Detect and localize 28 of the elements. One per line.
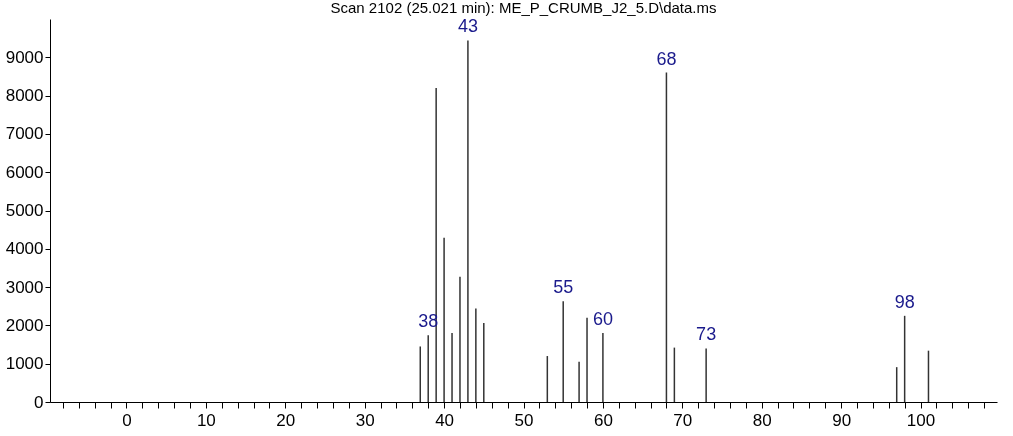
chart-title: Scan 2102 (25.021 min): ME_P_CRUMB_J2_5.D\data.ms <box>330 0 717 17</box>
annotation: 60 <box>592 309 613 330</box>
x-tick-label: 80 <box>752 410 772 430</box>
x-tick-label: 10 <box>196 410 216 430</box>
x-tick-label: 40 <box>435 410 455 430</box>
x-tick-label: 20 <box>276 410 296 430</box>
y-tick-label: 3000 <box>5 277 44 297</box>
annotation: 55 <box>553 277 574 298</box>
annotation: 43 <box>457 16 478 37</box>
y-tick-label: 9000 <box>5 47 44 67</box>
y-tick-label: 2000 <box>5 315 44 335</box>
x-tick-label: 30 <box>355 410 375 430</box>
x-tick-label: 60 <box>593 410 613 430</box>
annotation: 73 <box>696 324 717 345</box>
y-tick-label: 5000 <box>5 201 44 220</box>
x-tick-label: 0 <box>122 410 132 430</box>
x-tick-label: 70 <box>673 410 693 430</box>
annotation: 68 <box>656 48 677 69</box>
y-tick-label: 8000 <box>5 86 44 106</box>
y-tick-label: 0 <box>34 392 44 412</box>
x-tick-label: 50 <box>514 410 534 430</box>
y-tick-label: 6000 <box>5 162 44 182</box>
x-tick-label: 100 <box>906 410 936 430</box>
annotation: 98 <box>894 291 915 312</box>
x-tick-label: 90 <box>832 410 852 430</box>
y-tick-label: 1000 <box>5 354 44 374</box>
y-tick-label: 7000 <box>5 124 44 144</box>
y-tick-label: 4000 <box>5 239 44 259</box>
